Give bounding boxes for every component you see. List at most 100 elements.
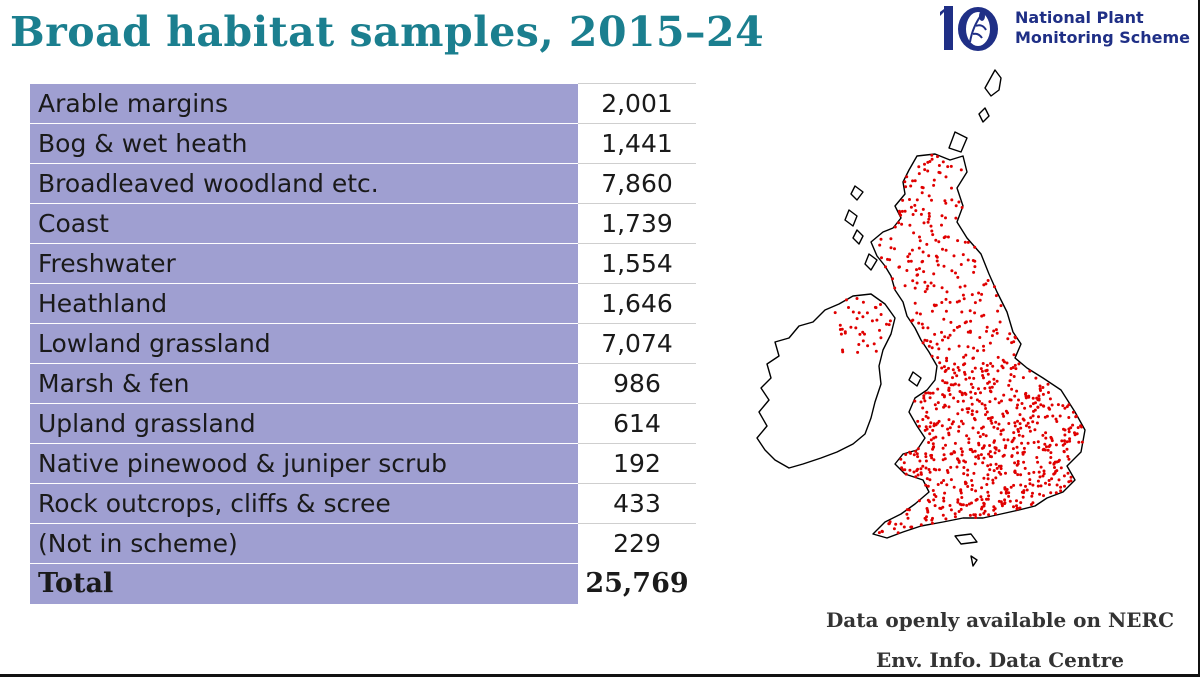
sample-dot: [893, 286, 897, 290]
sample-dot: [990, 455, 993, 459]
sample-dot: [922, 396, 926, 400]
sample-dot: [995, 379, 999, 383]
sample-dot: [929, 421, 933, 425]
sample-dot: [941, 505, 945, 509]
sample-dot: [1023, 406, 1027, 410]
sample-dot: [961, 503, 965, 507]
sample-dot: [919, 472, 923, 476]
sample-dot: [976, 454, 980, 458]
sample-dot: [942, 264, 946, 268]
sample-dot: [905, 175, 909, 179]
sample-dot: [1068, 437, 1072, 441]
sample-dot: [982, 348, 986, 352]
sample-dot: [946, 165, 950, 169]
sample-dot: [990, 334, 994, 338]
sample-dot: [992, 382, 996, 386]
sample-dot: [965, 407, 969, 411]
sample-dot: [926, 220, 930, 224]
table-row: Upland grassland 614: [30, 403, 696, 444]
sample-dot: [972, 356, 975, 360]
sample-dot: [915, 198, 919, 202]
sample-dot: [924, 425, 928, 429]
sample-dot: [880, 256, 883, 260]
habitat-sample-count: 433: [578, 483, 696, 524]
sample-dot: [1013, 424, 1017, 428]
sample-dot: [981, 362, 985, 365]
sample-dot: [971, 259, 975, 262]
sample-dot: [1002, 438, 1006, 442]
sample-dot: [927, 441, 931, 444]
sample-dot: [948, 300, 952, 304]
page-title: Broad habitat samples, 2015–24: [10, 8, 765, 56]
sample-dot: [976, 349, 979, 353]
sample-dot: [893, 225, 897, 229]
sample-dot: [962, 363, 965, 367]
sample-dot: [943, 370, 947, 373]
sample-dot: [974, 516, 978, 519]
sample-dot: [1042, 494, 1045, 498]
sample-dot: [938, 361, 942, 365]
sample-dot: [988, 400, 992, 404]
sample-dot: [930, 153, 934, 157]
sample-dot: [1076, 426, 1080, 430]
sample-dot: [1032, 470, 1036, 474]
habitat-sample-count: 7,074: [578, 323, 696, 364]
sample-dot: [866, 344, 870, 348]
sample-dot: [921, 207, 925, 211]
sample-dot: [927, 214, 931, 218]
sample-dot: [1015, 389, 1019, 393]
sample-dot: [875, 318, 879, 322]
sample-dot: [952, 396, 956, 400]
sample-dot: [928, 425, 932, 429]
sample-dot: [992, 377, 996, 381]
table-row: Marsh & fen 986: [30, 363, 696, 404]
sample-dot: [982, 456, 986, 460]
sample-dot: [1013, 461, 1017, 465]
sample-dot: [910, 248, 914, 252]
sample-dot: [1001, 366, 1005, 370]
sample-dot: [1044, 436, 1048, 440]
sample-dot: [1019, 501, 1023, 505]
sample-dot: [959, 507, 963, 511]
sample-dot: [916, 473, 920, 477]
sample-dot: [915, 273, 919, 277]
sample-dot: [855, 317, 859, 321]
sample-dot: [954, 271, 957, 275]
sample-dot: [988, 386, 992, 390]
sample-dot: [1013, 470, 1017, 474]
sample-dot: [952, 254, 956, 258]
sample-dot: [1031, 491, 1034, 495]
sample-dot: [986, 490, 990, 494]
sample-dot: [899, 522, 903, 526]
sample-dot: [986, 279, 990, 282]
sample-dot: [992, 425, 996, 429]
sample-dot: [1067, 480, 1071, 484]
sample-dot: [994, 420, 998, 424]
sample-dot: [1024, 484, 1027, 488]
sample-dot: [973, 301, 977, 305]
sample-dot: [928, 478, 932, 482]
sample-dot: [972, 270, 976, 274]
sample-dot: [861, 315, 865, 319]
sample-dot: [958, 285, 962, 289]
habitat-name: Upland grassland: [30, 403, 578, 444]
sample-dot: [926, 510, 930, 514]
sample-dot: [968, 309, 972, 313]
sample-dot: [922, 270, 926, 274]
sample-dot: [1062, 474, 1066, 478]
sample-dot: [1028, 369, 1032, 373]
sample-dot: [1042, 469, 1046, 473]
sample-dot: [1015, 445, 1019, 449]
sample-dot: [1017, 430, 1020, 433]
sample-dot: [997, 449, 1001, 453]
sample-dot: [966, 410, 970, 414]
sample-dot: [917, 165, 921, 169]
sample-dot: [980, 498, 984, 502]
habitat-name: Arable margins: [30, 83, 578, 124]
sample-dot: [1069, 426, 1073, 430]
sample-dot: [923, 290, 927, 294]
sample-dot: [1050, 477, 1054, 481]
sample-dot: [948, 504, 952, 507]
sample-dot: [952, 450, 956, 454]
